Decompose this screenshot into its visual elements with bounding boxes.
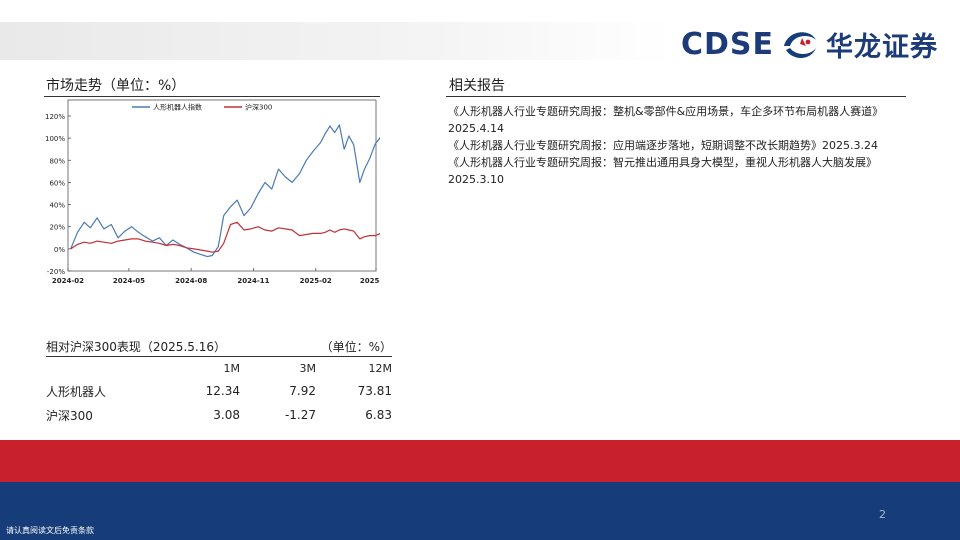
y-tick-label: 0% xyxy=(54,246,65,254)
table-row: 人形机器人 12.34 7.92 73.81 xyxy=(46,379,392,403)
y-tick-label: -20% xyxy=(47,268,65,276)
legend-label: 沪深300 xyxy=(245,103,272,112)
row-name: 人形机器人 xyxy=(46,384,107,399)
report-item: 《人形机器人行业专题研究周报：整机&零部件&应用场景，车企多环节布局机器人赛道》… xyxy=(448,105,884,135)
y-tick-label: 120% xyxy=(45,113,65,121)
performance-column-headers: 1M 3M 12M xyxy=(46,357,393,379)
column-header-3m: 3M xyxy=(299,361,317,375)
series-line-1 xyxy=(70,221,380,253)
cell-3m: 7.92 xyxy=(289,384,316,398)
y-tick-label: 40% xyxy=(49,202,65,210)
legend-label: 人形机器人指数 xyxy=(153,103,202,112)
series-line-0 xyxy=(70,124,380,258)
footer-blue-band xyxy=(0,482,960,540)
company-logo: CDSE 华龙证券 xyxy=(681,24,938,64)
related-reports-title: 相关报告 xyxy=(449,78,505,94)
column-header-1m: 1M xyxy=(223,361,241,375)
header-band xyxy=(0,22,960,60)
y-tick-label: 80% xyxy=(49,157,65,165)
performance-divider xyxy=(46,356,392,357)
cell-1m: 12.34 xyxy=(205,384,240,398)
page-number: 2 xyxy=(879,508,886,521)
table-row: 沪深300 3.08 -1.27 6.83 xyxy=(46,403,392,427)
plot-frame xyxy=(67,99,377,272)
y-tick-label: 100% xyxy=(45,135,65,143)
y-tick-label: 60% xyxy=(49,179,65,187)
cell-12m: 73.81 xyxy=(357,384,392,398)
x-tick-label: 2025-02 xyxy=(300,277,332,285)
y-tick-label: 20% xyxy=(49,224,65,232)
cell-12m: 6.83 xyxy=(365,408,392,422)
footer-red-band xyxy=(0,440,960,482)
x-tick-label: 2024-02 xyxy=(52,277,84,285)
report-item: 《人形机器人行业专题研究周报：应用端逐步落地，短期调整不改长期趋势》2025.3… xyxy=(448,139,878,152)
report-list: 《人形机器人行业专题研究周报：整机&零部件&应用场景，车企多环节布局机器人赛道》… xyxy=(448,103,900,188)
market-trend-title: 市场走势（单位：%） xyxy=(46,78,186,94)
performance-unit: （单位：%） xyxy=(320,339,392,354)
logo-latin-text: CDSE xyxy=(680,26,774,62)
reports-title-rule xyxy=(446,96,906,97)
cell-1m: 3.08 xyxy=(213,408,240,422)
column-header-12m: 12M xyxy=(368,361,393,375)
market-title-rule xyxy=(44,96,380,97)
x-tick-label: 2024-05 xyxy=(113,277,145,285)
x-tick-label: 2024-11 xyxy=(237,277,269,285)
performance-table-header: 相对沪深300表现（2025.5.16） （单位：%） xyxy=(46,337,392,355)
performance-table: 相对沪深300表现（2025.5.16） （单位：%） 1M 3M 12M 人形… xyxy=(46,337,392,427)
row-name: 沪深300 xyxy=(46,408,93,423)
x-tick-label: 2025-05 xyxy=(360,277,380,285)
report-item: 《人形机器人行业专题研究周报：智元推出通用具身大模型，重视人形机器人大脑发展》2… xyxy=(448,156,877,186)
cell-3m: -1.27 xyxy=(284,408,316,422)
dragon-logo-icon xyxy=(784,32,816,58)
x-tick-label: 2024-08 xyxy=(175,277,207,285)
market-trend-chart: -20% 0% 20% 40% 60% 80% 100% 120% 2024-02 2024-05… xyxy=(44,98,380,293)
performance-title: 相对沪深300表现（2025.5.16） xyxy=(46,339,226,354)
disclaimer-text: 请认真阅读文后免责条款 xyxy=(6,526,94,535)
logo-chinese-text: 华龙证券 xyxy=(826,31,938,63)
line-chart-svg: -20% 0% 20% 40% 60% 80% 100% 120% 2024-02 2024-05… xyxy=(45,99,380,285)
